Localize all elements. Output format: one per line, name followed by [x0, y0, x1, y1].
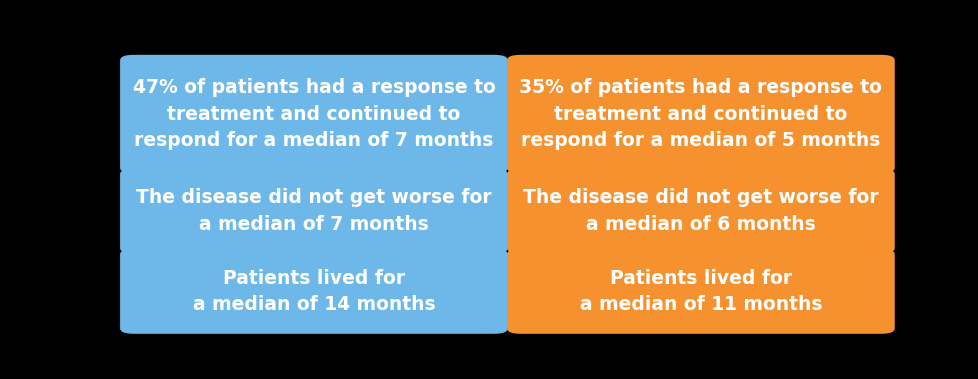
- FancyBboxPatch shape: [507, 249, 894, 334]
- Text: Patients lived for
a median of 14 months: Patients lived for a median of 14 months: [193, 269, 435, 314]
- Text: The disease did not get worse for
a median of 7 months: The disease did not get worse for a medi…: [136, 188, 491, 234]
- FancyBboxPatch shape: [120, 169, 508, 254]
- Text: The disease did not get worse for
a median of 6 months: The disease did not get worse for a medi…: [522, 188, 878, 234]
- Text: 35% of patients had a response to
treatment and continued to
respond for a media: 35% of patients had a response to treatm…: [519, 78, 881, 150]
- Text: 47% of patients had a response to
treatment and continued to
respond for a media: 47% of patients had a response to treatm…: [132, 78, 495, 150]
- FancyBboxPatch shape: [120, 249, 508, 334]
- Text: Patients lived for
a median of 11 months: Patients lived for a median of 11 months: [579, 269, 822, 314]
- FancyBboxPatch shape: [507, 55, 894, 173]
- FancyBboxPatch shape: [120, 55, 508, 173]
- FancyBboxPatch shape: [507, 169, 894, 254]
